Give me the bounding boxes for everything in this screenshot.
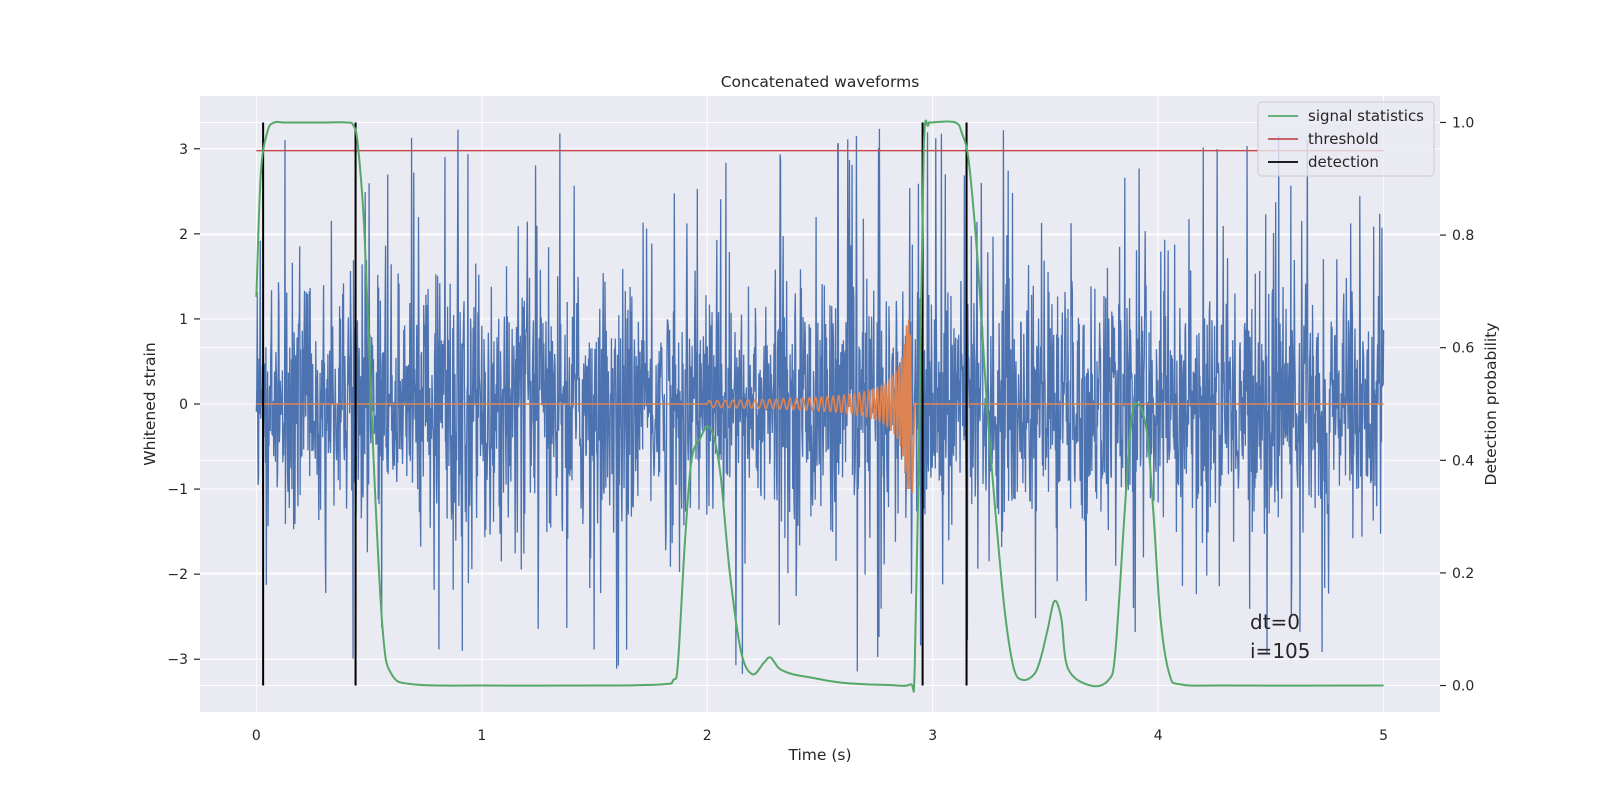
- right-y-tick-label-1: 0.2: [1452, 566, 1474, 582]
- x-tick-label-1: 1: [477, 728, 486, 744]
- left-y-tick-label-6: 3: [179, 142, 188, 158]
- x-tick-label-2: 2: [703, 728, 712, 744]
- legend-label-threshold: threshold: [1308, 130, 1379, 148]
- x-tick-label-4: 4: [1154, 728, 1163, 744]
- left-y-tick-label-3: 0: [179, 397, 188, 413]
- left-y-tick-label-2: −1: [167, 482, 188, 498]
- left-y-tick-label-1: −2: [167, 567, 188, 583]
- left-y-tick-label-4: 1: [179, 312, 188, 328]
- x-tick-label-5: 5: [1379, 728, 1388, 744]
- injected-waveform-series: [256, 319, 1384, 494]
- legend-label-detection: detection: [1308, 153, 1379, 171]
- x-tick-label-0: 0: [252, 728, 261, 744]
- strain-line: [255, 128, 1385, 674]
- x-tick-label-3: 3: [928, 728, 937, 744]
- legend: signal statistics threshold detection: [1257, 101, 1435, 177]
- right-y-tick-label-3: 0.6: [1452, 341, 1474, 357]
- right-y-tick-label-5: 1.0: [1452, 115, 1474, 131]
- annotation-i: i=105: [1250, 639, 1311, 663]
- strain-series: [255, 128, 1385, 674]
- right-y-tick-label-4: 0.8: [1452, 228, 1474, 244]
- x-axis-label: Time (s): [787, 746, 851, 764]
- right-y-tick-label-0: 0.0: [1452, 679, 1474, 695]
- annotation-dt: dt=0: [1250, 610, 1300, 634]
- right-y-tick-label-2: 0.4: [1452, 453, 1474, 469]
- legend-label-signal-statistics: signal statistics: [1308, 107, 1424, 125]
- right-y-axis-ticks: 0.0 0.2 0.4 0.6 0.8 1.0: [1440, 115, 1474, 695]
- x-axis-ticks: 0 1 2 3 4 5: [252, 728, 1388, 744]
- legend-box: [1257, 101, 1435, 177]
- signal-statistics-series: [255, 119, 1384, 693]
- left-y-axis-ticks: −3 −2 −1 0 1 2 3: [167, 142, 200, 668]
- left-y-tick-label-5: 2: [179, 227, 188, 243]
- right-y-axis-label: Detection probability: [1482, 323, 1500, 486]
- signal-statistics-line: [255, 119, 1384, 693]
- injected-waveform-line: [256, 319, 1384, 494]
- left-y-axis-label: Whitened strain: [141, 342, 159, 465]
- left-y-tick-label-0: −3: [167, 652, 188, 668]
- chart-title: Concatenated waveforms: [721, 73, 920, 91]
